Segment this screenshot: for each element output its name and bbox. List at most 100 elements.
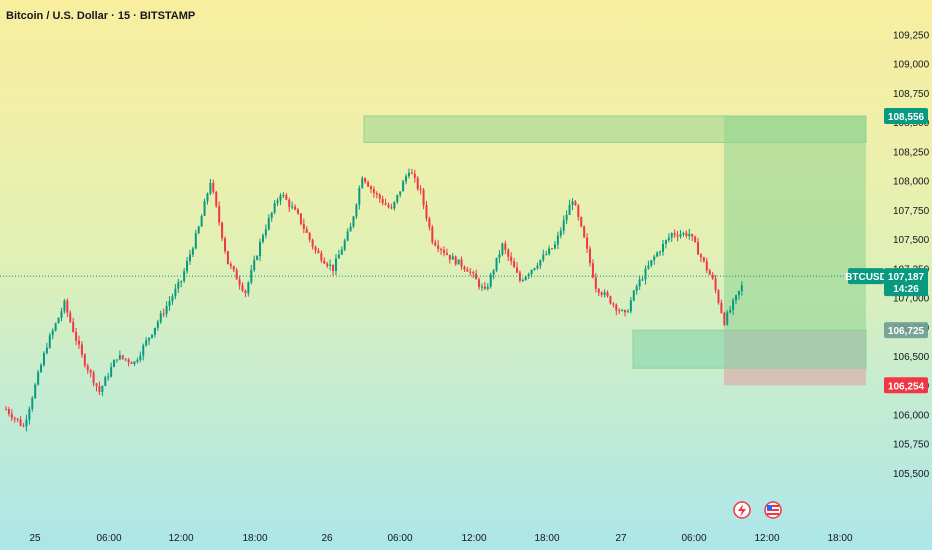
candle-body — [329, 264, 332, 266]
candle-body — [740, 285, 743, 291]
candle-body — [142, 345, 145, 356]
candle-body — [188, 254, 191, 262]
candle-body — [13, 417, 16, 419]
candle-body — [629, 300, 632, 312]
x-axis-tick-label: 06:00 — [681, 533, 706, 544]
candle-body — [206, 193, 209, 202]
candle-body — [51, 330, 54, 336]
candle-body — [95, 383, 98, 387]
candle-body — [10, 413, 13, 418]
candle-body — [405, 176, 408, 182]
candle-body — [737, 290, 740, 296]
candle-body — [343, 240, 346, 250]
candle-body — [299, 213, 302, 224]
entry-price-badge — [884, 322, 928, 339]
candle-body — [600, 292, 603, 295]
candle-body — [311, 239, 314, 247]
candle-body — [297, 209, 299, 214]
candle-body — [110, 367, 113, 377]
candle-body — [69, 312, 72, 322]
candle-body — [618, 310, 621, 312]
candle-body — [638, 279, 641, 287]
candle-body — [518, 272, 521, 281]
x-axis-tick-label: 06:00 — [96, 533, 121, 544]
candle-body — [624, 310, 627, 313]
candle-body — [101, 385, 104, 392]
candle-body — [124, 358, 127, 360]
y-axis-tick-label: 106,000 — [893, 410, 930, 421]
candle-body — [483, 286, 486, 289]
long-position-target-zone — [724, 116, 866, 331]
candle-body — [121, 355, 124, 359]
candle-body — [317, 250, 320, 254]
candle-body — [644, 268, 647, 280]
candle-body — [224, 238, 226, 252]
candle-body — [367, 182, 370, 187]
candle-body — [212, 182, 215, 192]
candle-body — [320, 253, 323, 261]
candle-body — [685, 232, 688, 236]
candle-body — [340, 249, 343, 255]
candle-body — [530, 269, 533, 275]
candle-body — [86, 365, 89, 371]
candle-body — [115, 359, 118, 361]
candle-body — [670, 233, 673, 238]
y-axis-tick-label: 105,750 — [893, 440, 930, 451]
target-price-badge-label: 108,556 — [888, 112, 925, 123]
candle-body — [717, 290, 720, 303]
candle-body — [162, 313, 165, 315]
candle-body — [612, 303, 615, 305]
candle-body — [542, 254, 545, 260]
candle-body — [545, 254, 548, 256]
candle-body — [626, 311, 629, 313]
candle-body — [244, 290, 247, 294]
candle-body — [148, 337, 151, 341]
candle-body — [332, 264, 335, 272]
candle-body — [676, 235, 679, 237]
candle-body — [399, 191, 402, 195]
candle-body — [250, 269, 253, 283]
candle-body — [504, 243, 507, 250]
candle-body — [229, 264, 232, 267]
candle-body — [413, 173, 416, 178]
candle-body — [472, 272, 475, 274]
candle-body — [203, 201, 206, 216]
candle-body — [270, 212, 273, 219]
candle-body — [22, 425, 25, 427]
x-axis-tick-label: 12:00 — [461, 533, 486, 544]
candle-body — [708, 270, 711, 275]
candle-body — [133, 361, 136, 364]
candle-body — [469, 271, 472, 273]
candle-body — [171, 296, 174, 302]
y-axis-tick-label: 109,000 — [893, 60, 930, 71]
y-axis-tick-label: 107,000 — [893, 294, 930, 305]
candle-body — [492, 270, 495, 275]
x-axis-tick-label: 25 — [29, 533, 41, 544]
candle-body — [31, 398, 34, 409]
candle-body — [597, 288, 600, 293]
candle-body — [238, 279, 241, 286]
candle-body — [45, 347, 48, 354]
candle-body — [729, 309, 732, 313]
candle-body — [416, 177, 419, 189]
candle-body — [498, 254, 501, 258]
candle-body — [118, 355, 121, 360]
candle-body — [361, 178, 364, 189]
candle-body — [679, 234, 682, 237]
candle-body — [568, 204, 571, 215]
candle-body — [92, 372, 95, 384]
candle-body — [536, 265, 539, 269]
candle-body — [63, 300, 66, 312]
candle-body — [221, 222, 224, 239]
y-axis-tick-label: 105,500 — [893, 469, 930, 480]
candle-body — [615, 304, 618, 311]
candle-body — [136, 359, 139, 362]
candle-body — [235, 269, 238, 280]
candle-body — [159, 313, 162, 322]
candle-body — [89, 370, 92, 373]
symbol-badge-label: BTCUSD — [845, 272, 887, 283]
candle-body — [589, 248, 591, 264]
x-axis-tick-label: 12:00 — [754, 533, 779, 544]
